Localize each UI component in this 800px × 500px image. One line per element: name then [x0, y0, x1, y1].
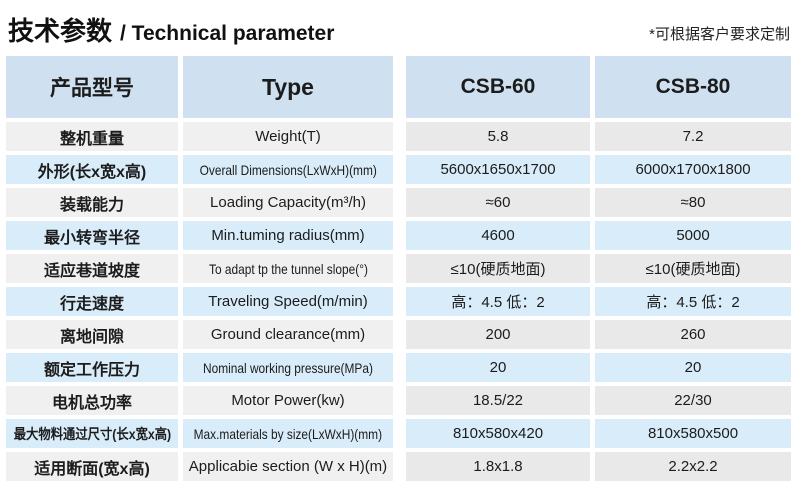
value-csb80-cell: 7.2: [595, 122, 791, 151]
param-en-cell: Max.materials by size(LxWxH)(mm): [183, 419, 393, 448]
param-en-cell: Ground clearance(mm): [183, 320, 393, 349]
param-zh-cell: 电机总功率: [6, 386, 178, 415]
page-header: 技术参数 / Technical parameter *可根据客户要求定制: [0, 0, 800, 56]
param-zh-cell: 整机重量: [6, 122, 178, 151]
value-csb60-cell: 20: [406, 353, 590, 382]
value-csb80-cell: 20: [595, 353, 791, 382]
param-en-cell: Loading Capacity(m³/h): [183, 188, 393, 217]
title-en: / Technical parameter: [120, 22, 335, 45]
value-csb80-cell: ≈80: [595, 188, 791, 217]
param-en-cell: Nominal working pressure(MPa): [183, 353, 393, 382]
title-zh: 技术参数: [8, 16, 113, 46]
param-zh-cell: 最大物料通过尺寸(长x宽x高): [6, 419, 178, 448]
param-en-cell: Overall Dimensions(LxWxH)(mm): [183, 155, 393, 184]
value-csb80-cell: 6000x1700x1800: [595, 155, 791, 184]
param-zh-cell: 适用断面(宽x高): [6, 452, 178, 481]
param-zh-cell: 行走速度: [6, 287, 178, 316]
value-csb80-cell: 260: [595, 320, 791, 349]
customization-note: *可根据客户要求定制: [649, 26, 790, 43]
param-en-cell: Motor Power(kw): [183, 386, 393, 415]
spec-table-left: 产品型号 Type 整机重量 Weight(T) 外形(长x宽x高) Overa…: [6, 56, 393, 481]
param-zh-cell: 适应巷道坡度: [6, 254, 178, 283]
col-param-zh-header: 产品型号: [6, 56, 178, 118]
page-title: 技术参数 / Technical parameter: [8, 11, 334, 48]
value-csb80-cell: 810x580x500: [595, 419, 791, 448]
spec-tables: 产品型号 Type 整机重量 Weight(T) 外形(长x宽x高) Overa…: [0, 56, 800, 481]
value-csb80-cell: 高：4.5 低：2: [595, 287, 791, 316]
value-csb80-cell: 2.2x2.2: [595, 452, 791, 481]
value-csb60-cell: 5.8: [406, 122, 590, 151]
value-csb60-cell: ≈60: [406, 188, 590, 217]
param-zh-cell: 离地间隙: [6, 320, 178, 349]
col-csb80-header: CSB-80: [595, 56, 791, 118]
param-zh-cell: 额定工作压力: [6, 353, 178, 382]
param-en-cell: To adapt tp the tunnel slope(°): [183, 254, 393, 283]
param-zh-cell: 最小转弯半径: [6, 221, 178, 250]
value-csb60-cell: 18.5/22: [406, 386, 590, 415]
param-zh-cell: 外形(长x宽x高): [6, 155, 178, 184]
value-csb80-cell: ≤10(硬质地面): [595, 254, 791, 283]
col-type-header: Type: [183, 56, 393, 118]
spec-table-right: CSB-60 CSB-80 5.8 7.2 5600x1650x1700 600…: [406, 56, 791, 481]
param-en-cell: Min.tuming radius(mm): [183, 221, 393, 250]
value-csb60-cell: 高：4.5 低：2: [406, 287, 590, 316]
value-csb60-cell: 4600: [406, 221, 590, 250]
value-csb80-cell: 5000: [595, 221, 791, 250]
value-csb60-cell: 5600x1650x1700: [406, 155, 590, 184]
param-en-cell: Weight(T): [183, 122, 393, 151]
param-en-cell: Applicabie section (W x H)(m): [183, 452, 393, 481]
value-csb60-cell: 200: [406, 320, 590, 349]
param-zh-cell: 装载能力: [6, 188, 178, 217]
param-en-cell: Traveling Speed(m/min): [183, 287, 393, 316]
value-csb80-cell: 22/30: [595, 386, 791, 415]
value-csb60-cell: 810x580x420: [406, 419, 590, 448]
value-csb60-cell: 1.8x1.8: [406, 452, 590, 481]
value-csb60-cell: ≤10(硬质地面): [406, 254, 590, 283]
col-csb60-header: CSB-60: [406, 56, 590, 118]
